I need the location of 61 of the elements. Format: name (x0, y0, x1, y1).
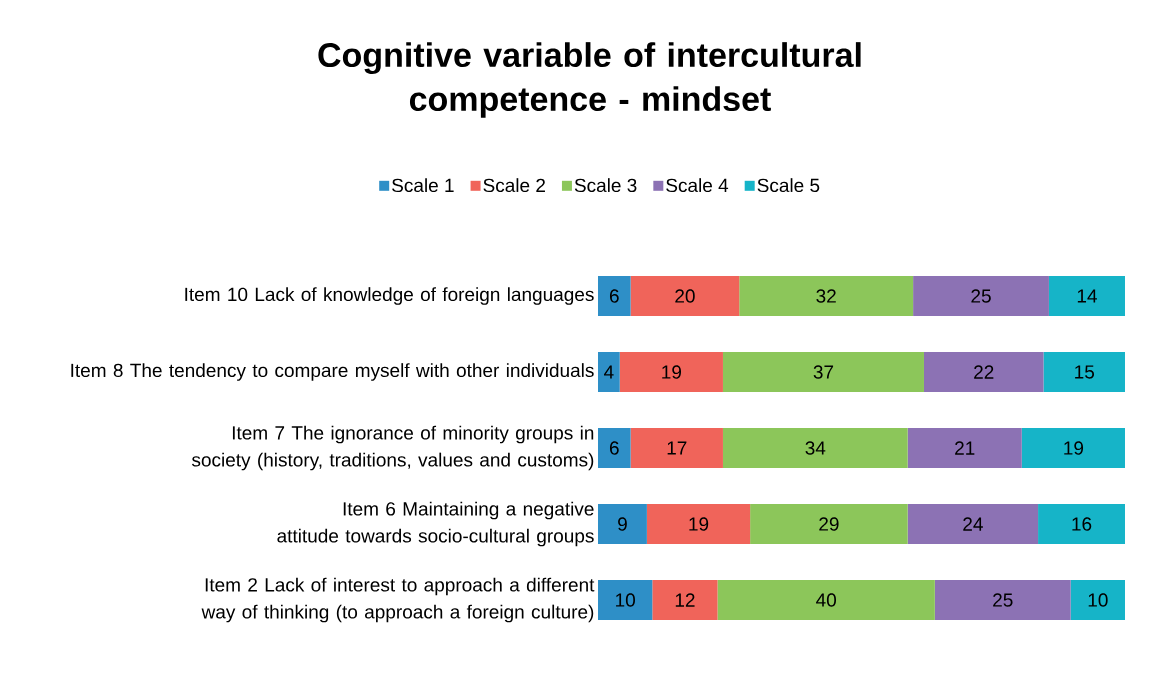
data-label: 29 (819, 517, 839, 531)
data-label: 10 (616, 593, 635, 607)
bar (598, 352, 620, 393)
bar (1021, 428, 1125, 468)
y-tick-label: Item 10 Lack of knowledge of foreign languages (185, 287, 594, 305)
bar (652, 580, 718, 621)
y-tick-label: Item 7 The ignorance of minority groups in society (history, traditions, values and customs) (191, 425, 594, 471)
data-label: 19 (689, 517, 709, 531)
bar (646, 504, 751, 544)
y-tick-label: Item 6 Maintaining a negative attitude towards socio-cultural groups (277, 501, 594, 547)
data-label: 37 (813, 365, 834, 379)
bar (598, 504, 647, 544)
data-label: 6 (609, 441, 619, 455)
bar (722, 352, 924, 393)
bar (619, 352, 723, 393)
data-label: 9 (618, 517, 627, 531)
bar (923, 352, 1044, 393)
bar (598, 276, 631, 316)
data-label: 24 (963, 517, 983, 531)
data-label: 25 (971, 289, 991, 303)
data-label: 40 (816, 593, 836, 607)
legend-label: Scale 5 (757, 178, 820, 193)
data-label: 19 (1064, 441, 1084, 455)
data-label: 14 (1077, 289, 1097, 303)
bar (750, 504, 908, 544)
data-label: 10 (1088, 593, 1108, 607)
bar (598, 428, 631, 468)
y-tick-label: Item 2 Lack of interest to approach a different way of thinking (to approach a foreign culture) (201, 577, 595, 623)
data-label: 21 (955, 441, 975, 455)
legend-label: Scale 3 (574, 178, 637, 193)
bar (1038, 504, 1125, 544)
data-label: 16 (1072, 517, 1092, 531)
bar (913, 276, 1049, 316)
data-label: 25 (993, 593, 1013, 607)
data-label: 6 (609, 289, 619, 303)
legend-label: Scale 2 (483, 178, 545, 193)
bar (1048, 276, 1125, 316)
bar (630, 428, 723, 468)
data-label: 32 (816, 289, 836, 303)
bar (907, 504, 1039, 544)
legend-label: Scale 1 (392, 178, 454, 193)
data-label: 12 (675, 593, 695, 607)
data-label: 19 (662, 365, 682, 379)
chart-title: Cognitive variable of intercultural competence - mindset (318, 42, 861, 118)
legend-label: Scale 4 (666, 178, 729, 193)
data-label: 17 (667, 441, 687, 455)
y-tick-label: Item 8 The tendency to compare myself with other individuals (71, 363, 594, 381)
data-label: 22 (974, 365, 994, 379)
bar (907, 428, 1022, 468)
bar (1070, 580, 1125, 621)
data-label: 15 (1075, 365, 1095, 379)
data-label: 4 (604, 365, 614, 379)
bar (1043, 352, 1125, 393)
bar (717, 580, 935, 621)
bar (739, 276, 914, 316)
data-label: 20 (675, 289, 695, 303)
bar (598, 580, 653, 621)
bar (722, 428, 908, 468)
data-label: 34 (805, 441, 826, 455)
bar (934, 580, 1071, 621)
bar (630, 276, 740, 316)
